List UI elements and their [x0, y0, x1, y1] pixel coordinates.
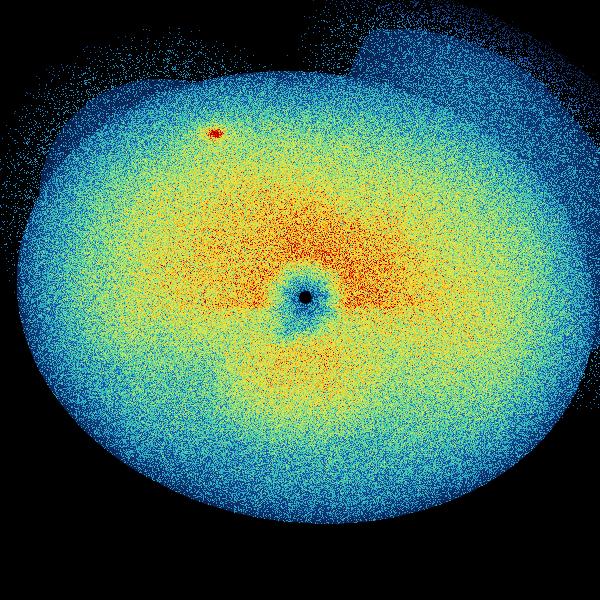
xray-surface-brightness-canvas: [0, 0, 600, 600]
xray-image-figure: X-ray surface brightness map Diffuse int…: [0, 0, 600, 600]
